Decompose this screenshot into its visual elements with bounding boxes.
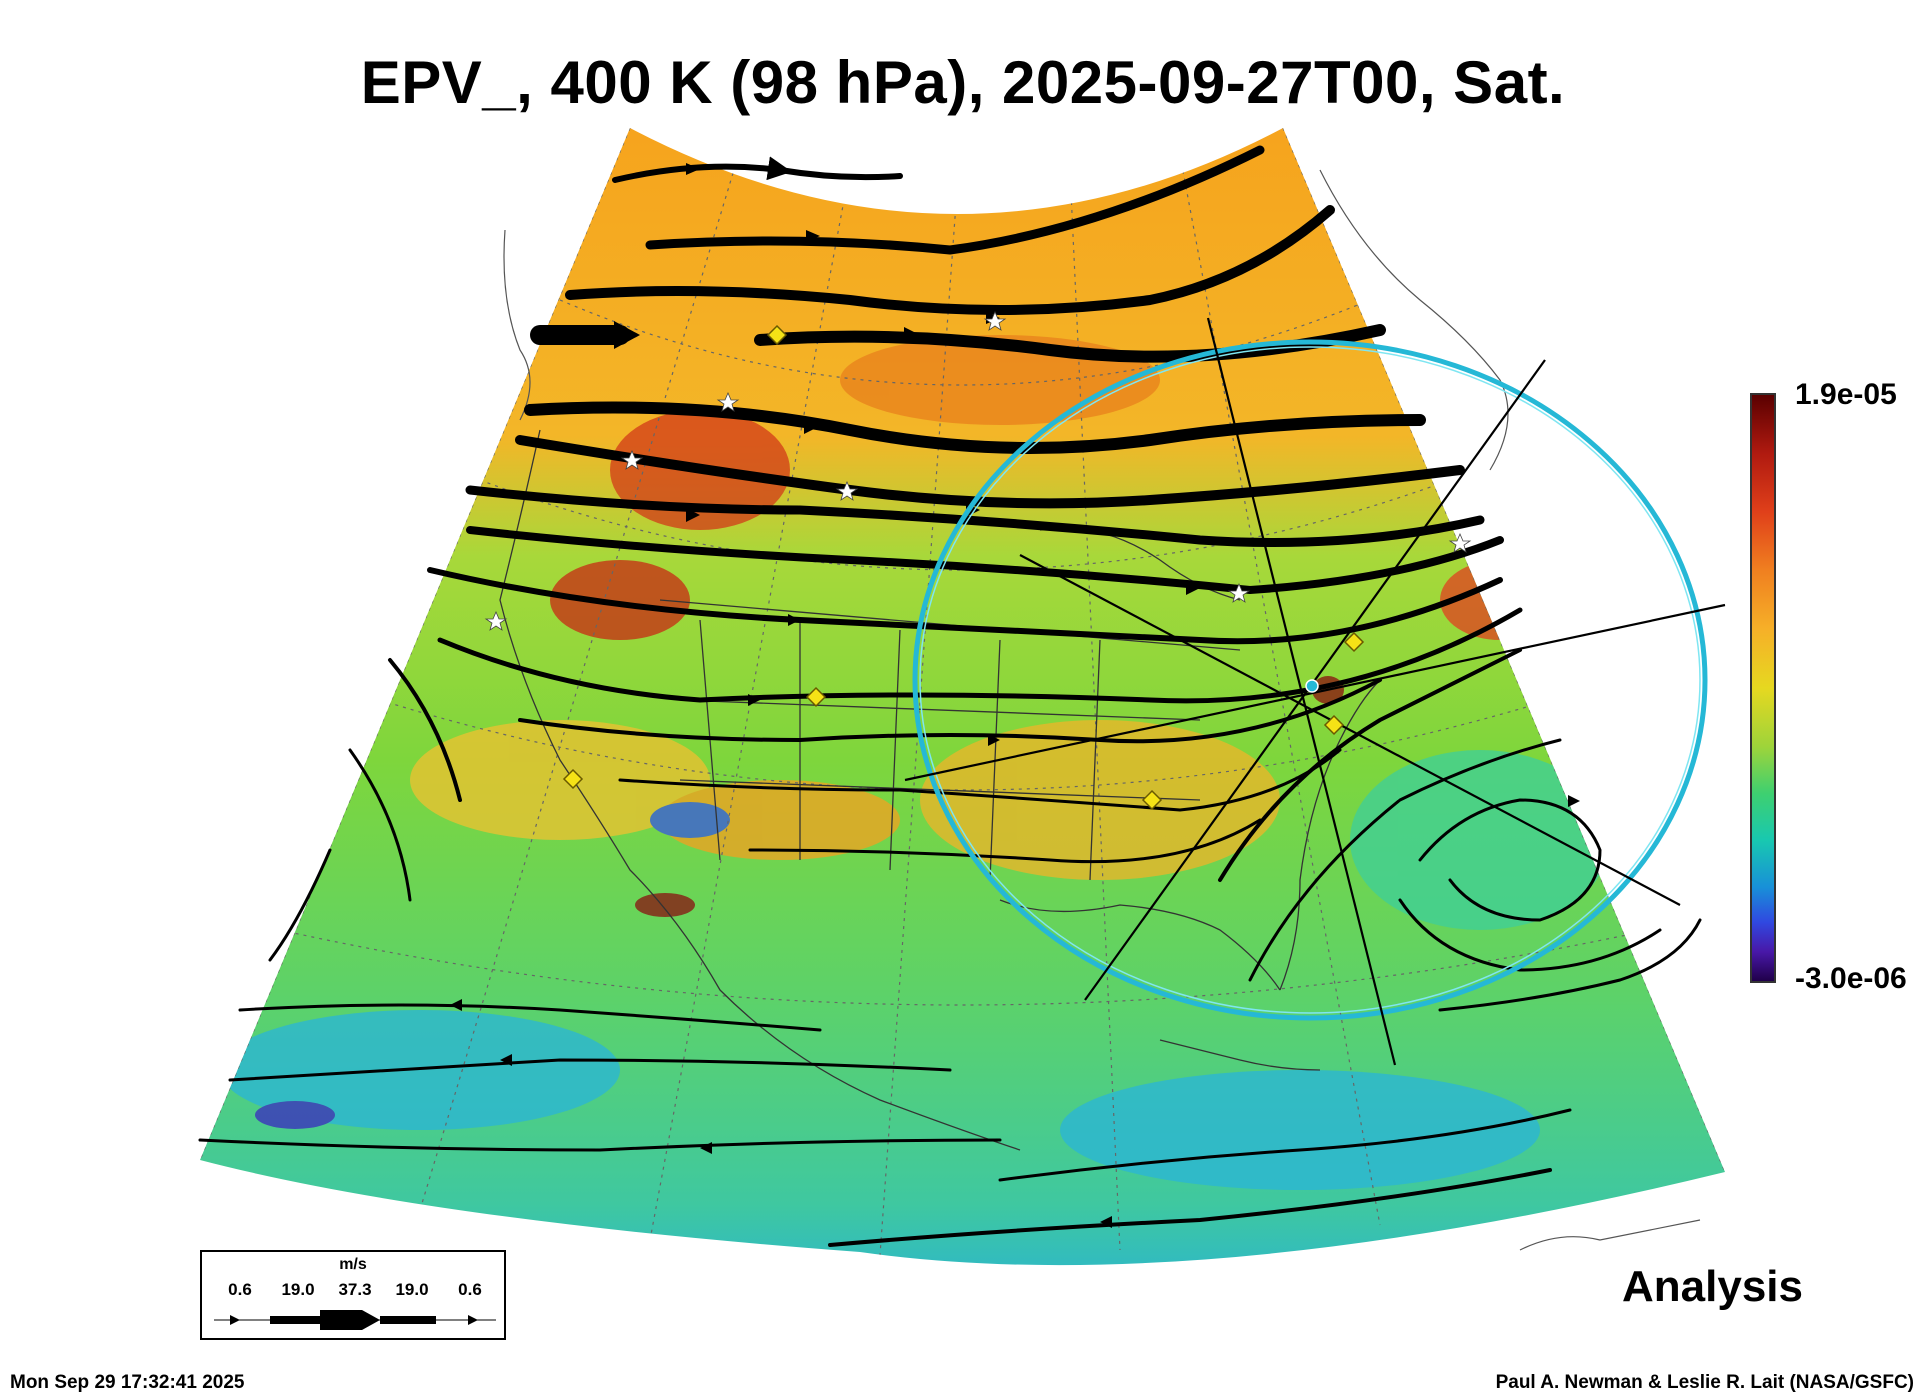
legend-value: 19.0 xyxy=(395,1280,429,1299)
epv-field xyxy=(200,128,1725,1266)
wind-speed-legend: m/s 0.6 19.0 37.3 19.0 0.6 xyxy=(200,1250,506,1340)
colorbar xyxy=(1750,393,1776,983)
credit-line: Paul A. Newman & Leslie R. Lait (NASA/GS… xyxy=(1495,1372,1914,1393)
legend-arrow xyxy=(214,1310,496,1330)
panel-label: Analysis xyxy=(1622,1262,1803,1311)
site-markers xyxy=(562,324,1365,811)
timestamp: Mon Sep 29 17:32:41 2025 xyxy=(10,1372,245,1393)
range-circle xyxy=(912,339,1708,1021)
coastlines xyxy=(499,429,1381,1151)
legend-value: 19.0 xyxy=(281,1280,315,1299)
center-marker xyxy=(1305,679,1319,693)
cross-section-lines xyxy=(904,317,1726,1066)
legend-value: 37.3 xyxy=(338,1280,372,1299)
legend-value: 0.6 xyxy=(458,1280,482,1299)
legend-value: 0.6 xyxy=(228,1280,252,1299)
outer-coastlines xyxy=(503,169,1701,1251)
streamline-arrowheads xyxy=(450,163,1580,1228)
legend-units: m/s xyxy=(339,1256,367,1273)
plot-title: EPV_, 400 K (98 hPa), 2025-09-27T00, Sat… xyxy=(360,49,1566,116)
colorbar-min-label: -3.0e-06 xyxy=(1795,962,1907,995)
colorbar-max-label: 1.9e-05 xyxy=(1795,378,1897,411)
wind-streamlines xyxy=(198,145,1702,1247)
station-stars xyxy=(484,310,1472,631)
